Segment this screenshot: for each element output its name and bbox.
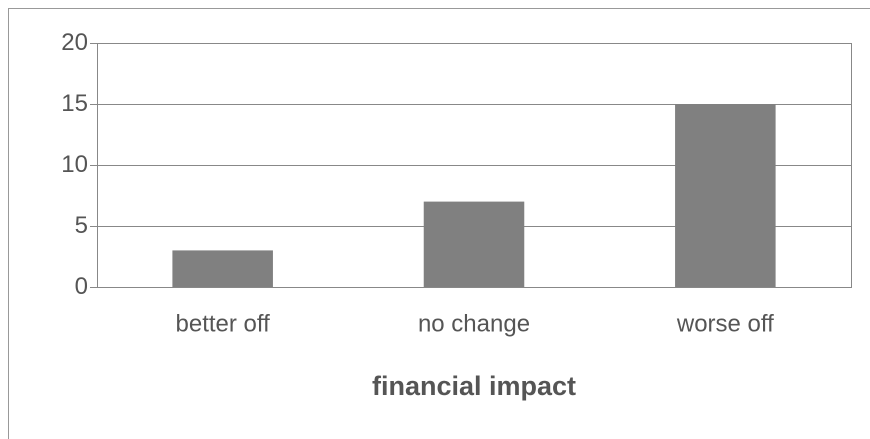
y-tick-label: 0 (75, 273, 88, 300)
x-tick-label: no change (418, 310, 530, 337)
bar (172, 250, 273, 287)
x-tick-label: worse off (676, 310, 774, 337)
y-tick-label: 20 (61, 29, 88, 56)
y-tick-label: 10 (61, 151, 88, 178)
x-axis-title: financial impact (372, 371, 576, 401)
chart-frame (8, 8, 870, 439)
bar (423, 201, 525, 287)
y-tick-label: 15 (61, 90, 88, 117)
y-tick-label: 5 (75, 212, 88, 239)
bar (675, 104, 776, 287)
x-tick-label: better off (176, 310, 271, 337)
